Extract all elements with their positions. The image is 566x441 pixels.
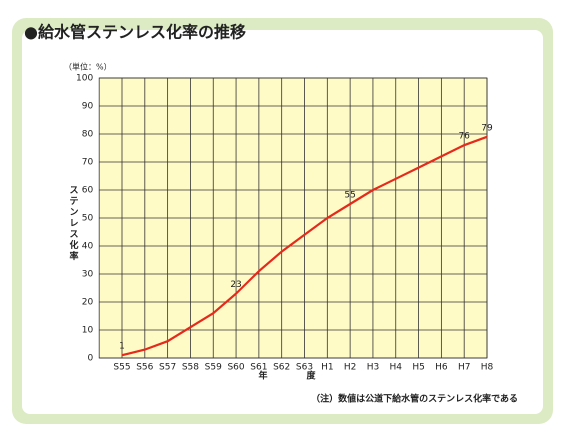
x-label: 度 [306,370,316,382]
data-label: 79 [481,123,493,133]
x-tick-label: S61 [250,363,267,373]
y-tick-label: 90 [82,102,94,112]
x-tick-label: S56 [136,363,153,373]
y-axis-label: ステンレス化率 [69,185,78,262]
data-label: 23 [230,280,241,290]
y-tick-label: 30 [82,270,94,280]
y-tick-label: 10 [82,326,94,336]
y-tick-label: 100 [76,74,93,84]
x-tick-label: S60 [227,363,244,373]
y-tick-label: 0 [87,354,93,364]
y-tick-label: 40 [82,242,94,252]
x-tick-label: H6 [435,363,448,373]
x-tick-label: H2 [344,363,357,373]
data-label: 1 [119,342,125,352]
y-tick-label: 70 [82,158,94,168]
x-tick-label: S57 [159,363,176,373]
chart-title: ●給水管ステンレス化率の推移 [24,23,246,42]
data-label: 55 [344,191,355,201]
y-tick-label: 60 [82,186,94,196]
x-tick-label: H1 [321,363,334,373]
y-tick-label: 20 [82,298,94,308]
x-tick-label: S62 [273,363,290,373]
x-label: 年 [258,370,267,382]
x-tick-label: H4 [390,363,403,373]
x-tick-label: H7 [458,363,471,373]
x-tick-label: S59 [205,363,222,373]
x-tick-label: S58 [182,363,199,373]
note: （注）数値は公道下給水管のステンレス化率である [311,393,518,405]
x-tick-label: H3 [367,363,380,373]
line [121,135,488,357]
y-tick-label: 50 [82,214,94,224]
data-label: 76 [458,132,470,142]
x-tick-label: H8 [481,363,494,373]
x-tick-label: H5 [412,363,425,373]
unit-label: （単位：%） [64,62,112,72]
y-tick-label: 80 [82,130,94,140]
x-tick-label: S55 [113,363,130,373]
x-tick-label: S63 [296,363,313,373]
